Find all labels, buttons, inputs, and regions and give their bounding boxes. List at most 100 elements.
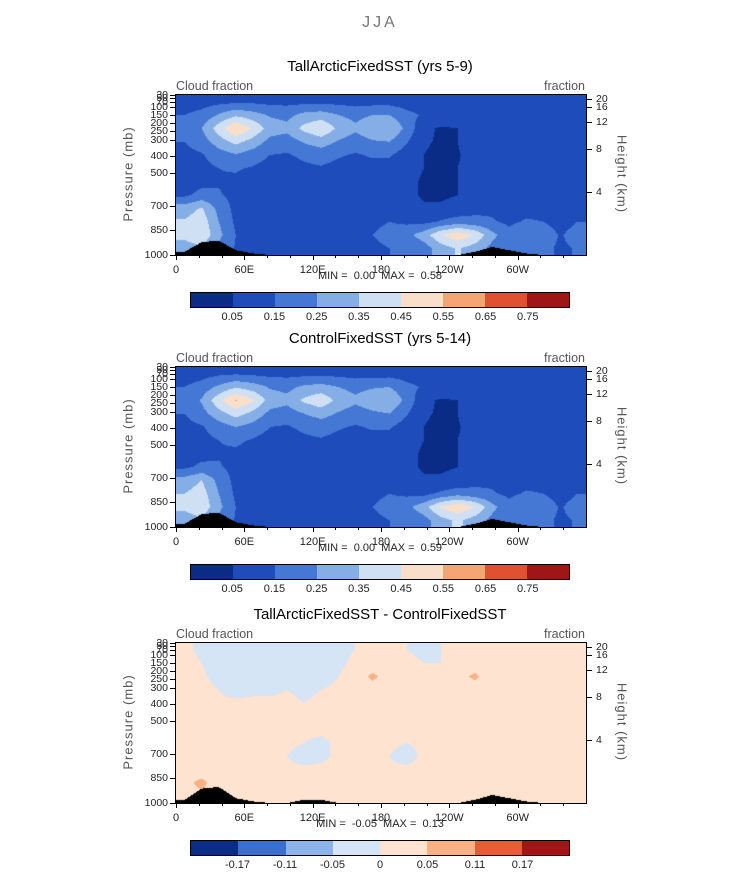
pressure-tick xyxy=(170,403,175,405)
colorbar-labels: 0.05 0.15 0.25 0.35 0.45 0.55 0.65 0.75 xyxy=(190,583,570,597)
colorbar-tick-label: 0.05 xyxy=(221,583,243,595)
pressure-tick-label: 150 xyxy=(150,108,168,121)
x-tick xyxy=(176,527,177,532)
x-tick-label: 0 xyxy=(172,812,180,824)
x-tick-label: 120W xyxy=(434,536,464,548)
colorbar-segment xyxy=(191,565,233,579)
pressure-tick-label: 200 xyxy=(150,117,168,130)
pressure-tick xyxy=(170,662,175,664)
x-minor-tick xyxy=(198,803,200,806)
pressure-tick-label: 300 xyxy=(150,681,168,694)
height-tick-label: 12 xyxy=(596,116,608,129)
x-tick xyxy=(381,527,382,532)
colorbar-segment xyxy=(317,565,359,579)
colorbar-segment xyxy=(527,565,569,579)
colorbar-tick-label: 0.15 xyxy=(263,583,286,595)
height-tick xyxy=(587,379,592,381)
height-tick xyxy=(587,463,592,465)
x-minor-tick xyxy=(335,803,337,806)
x-tick xyxy=(517,255,519,260)
height-axis-title: Height (km) xyxy=(614,406,630,486)
x-tick xyxy=(244,803,246,808)
x-minor-tick xyxy=(540,803,542,806)
cloud-fraction-label: Cloud fraction xyxy=(176,351,254,365)
x-tick xyxy=(312,527,314,532)
x-tick xyxy=(517,527,519,532)
panel-title: TallArcticFixedSST - ControlFixedSST xyxy=(253,606,507,623)
pressure-tick xyxy=(170,95,175,96)
contour-plot-area: 0 60E 120E 180 120W 60W 30 50 70 100 150 200 250 300 4… xyxy=(145,361,608,548)
pressure-tick xyxy=(170,106,175,108)
pressure-tick xyxy=(170,778,175,780)
x-minor-tick xyxy=(540,527,542,530)
pressure-tick-label: 400 xyxy=(150,150,168,163)
x-minor-tick xyxy=(540,255,542,258)
colorbar-segment xyxy=(275,293,317,307)
pressure-tick xyxy=(170,444,175,446)
x-tick xyxy=(244,255,246,260)
colorbar-segment xyxy=(238,841,286,855)
colorbar-segment xyxy=(527,293,569,307)
pressure-tick-label: 500 xyxy=(150,438,168,451)
colorbar-tick-label: 0.05 xyxy=(416,859,439,871)
x-tick-label: 60W xyxy=(506,536,529,548)
minmax-readout: MIN = 0.00 MAX = 0.58 xyxy=(317,270,443,282)
cloud-fraction-difference-heatmap xyxy=(176,643,586,803)
pressure-tick-label: 850 xyxy=(150,772,168,785)
x-minor-tick xyxy=(289,255,291,258)
colorbar-tick-label: 0 xyxy=(376,859,384,871)
pressure-tick xyxy=(170,98,175,100)
colorbar-segment xyxy=(521,841,569,855)
minmax-readout: MIN = 0.00 MAX = 0.59 xyxy=(317,542,443,554)
colorbar: -0.17 -0.11 -0.05 0 0.05 0.11 0.17 xyxy=(190,840,570,872)
colorbar-segment xyxy=(332,841,380,855)
colorbar-swatches xyxy=(190,292,570,308)
contour-plot-area: 0 60E 120E 180 120W 60W 30 50 70 100 150 200 250 300 4… xyxy=(145,89,608,276)
minmax-readout: MIN = -0.05 MAX = 0.13 xyxy=(316,818,444,830)
pressure-tick xyxy=(170,255,175,256)
colorbar-tick-label: 0.65 xyxy=(474,583,497,595)
colorbar-tick-label: 0.35 xyxy=(348,583,370,595)
pressure-tick-label: 70 xyxy=(156,367,168,380)
height-tick xyxy=(587,371,592,373)
pressure-tick-label: 850 xyxy=(150,224,168,237)
pressure-tick xyxy=(170,386,175,388)
x-minor-tick xyxy=(426,803,428,806)
colorbar-tick-label: 0.17 xyxy=(511,859,534,871)
fraction-unit-label: fraction xyxy=(544,351,585,365)
height-tick-label: 16 xyxy=(596,649,608,662)
pressure-tick xyxy=(170,101,175,103)
colorbar-tick-label: 0.05 xyxy=(221,311,243,323)
cloud-fraction-heatmap xyxy=(176,367,586,527)
colorbar-tick-label: -0.05 xyxy=(319,859,346,871)
pressure-tick-label: 250 xyxy=(150,673,168,686)
colorbar-tick-label: 0.25 xyxy=(305,311,328,323)
pressure-tick xyxy=(170,205,175,207)
pressure-tick xyxy=(170,172,175,174)
colorbar-segment xyxy=(359,565,401,579)
pressure-tick-label: 700 xyxy=(150,199,168,212)
x-minor-tick xyxy=(563,527,565,530)
pressure-tick-label: 250 xyxy=(150,125,168,138)
height-tick xyxy=(587,739,592,741)
pressure-tick xyxy=(170,679,175,681)
x-tick xyxy=(176,255,177,260)
x-minor-tick xyxy=(403,803,405,806)
x-tick-label: 60E xyxy=(234,536,255,548)
height-tick-label: 16 xyxy=(596,373,608,386)
fraction-unit-label: fraction xyxy=(544,79,585,93)
pressure-tick-label: 30 xyxy=(156,89,168,101)
colorbar: 0.05 0.15 0.25 0.35 0.45 0.55 0.65 0.75 xyxy=(190,292,570,325)
axis-annotations: 0 60E 120E 180 120W 60W 30 50 70 100 150 200 250 300 4… xyxy=(145,89,608,276)
height-tick xyxy=(587,696,592,698)
x-tick-label: 180 xyxy=(371,536,391,548)
pressure-tick xyxy=(170,753,175,755)
x-tick xyxy=(517,803,519,808)
pressure-tick xyxy=(170,687,175,689)
pressure-tick xyxy=(170,720,175,722)
height-tick-label: 20 xyxy=(596,641,608,654)
x-minor-tick xyxy=(358,803,360,806)
x-tick xyxy=(449,803,451,808)
pressure-tick-label: 700 xyxy=(150,747,168,760)
